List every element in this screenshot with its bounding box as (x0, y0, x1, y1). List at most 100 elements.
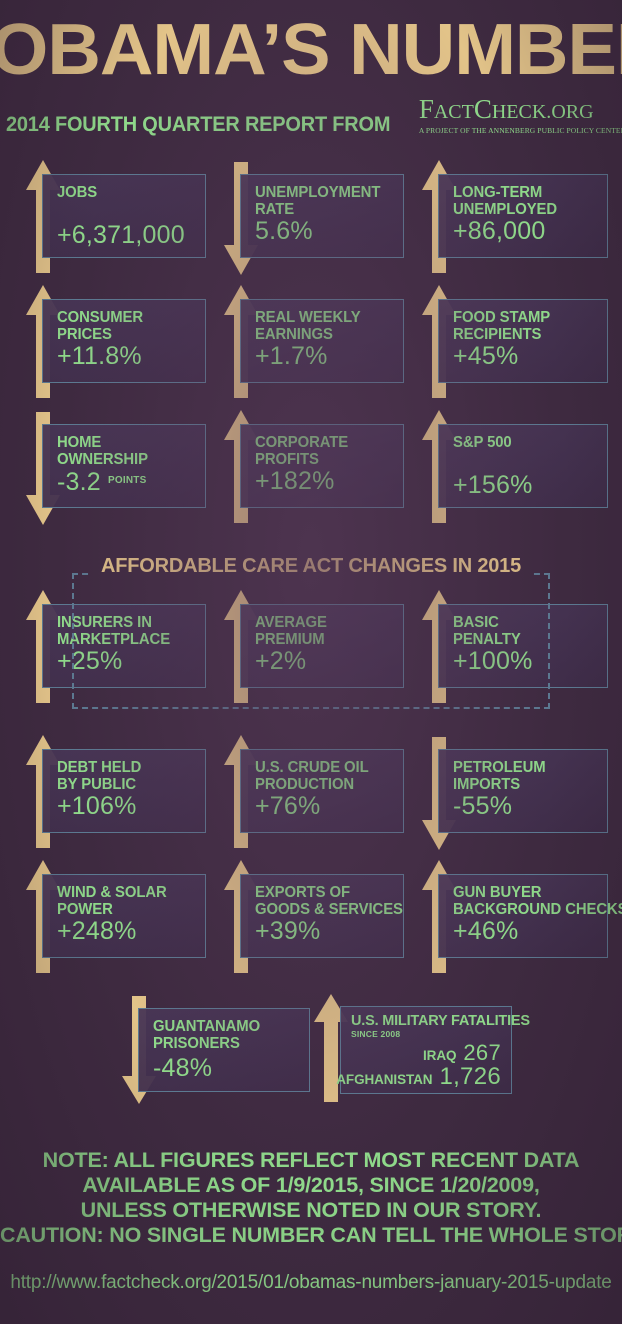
metric-card: WIND & SOLAR POWER +248% (42, 874, 206, 958)
metric-cell[interactable]: LONG-TERM UNEMPLOYED +86,000 (410, 160, 608, 273)
metric-card: CORPORATE PROFITS +182% (240, 424, 404, 508)
metric-card: S&P 500 +156% (438, 424, 608, 508)
metric-label-line2: PRICES (57, 326, 112, 343)
military-row-key: IRAQ (423, 1048, 457, 1063)
metric-label-line1: S&P 500 (453, 434, 512, 451)
metric-label-line2: BACKGROUND CHECKS (453, 901, 622, 918)
metric-value-number: +182% (255, 467, 335, 495)
metrics-row: CONSUMER PRICES +11.8% REAL WEEKLY EARNINGS +… (0, 285, 622, 398)
metric-cell[interactable]: JOBS +6,371,000 (14, 160, 206, 273)
metric-value: +1.7% (255, 343, 403, 369)
metric-value: 5.6% (255, 218, 403, 244)
metric-value-number: -55% (453, 792, 513, 820)
metric-cell[interactable]: REAL WEEKLY EARNINGS +1.7% (212, 285, 404, 398)
footer-note: NOTE: ALL FIGURES REFLECT MOST RECENT DA… (0, 1148, 622, 1248)
metric-card: EXPORTS OF GOODS & SERVICES +39% (240, 874, 404, 958)
metric-value: +76% (255, 793, 403, 819)
metric-value-number: +86,000 (453, 217, 546, 245)
metric-cell[interactable]: GUN BUYER BACKGROUND CHECKS +46% (410, 860, 622, 973)
metric-value: +46% (453, 918, 607, 944)
metric-label-line1: FOOD STAMP (453, 309, 551, 326)
metric-cell[interactable]: PETROLEUM IMPORTS -55% (410, 737, 608, 850)
metric-cell[interactable]: EXPORTS OF GOODS & SERVICES +39% (212, 860, 404, 973)
metric-label-line1: CONSUMER (57, 309, 144, 326)
metric-value-number: 5.6% (255, 217, 313, 245)
military-fatalities-since: SINCE 2008 (351, 1029, 401, 1039)
metric-value-number: +248% (57, 917, 137, 945)
metric-label-line2: GOODS & SERVICES (255, 901, 403, 918)
subtitle-text: 2014 FOURTH QUARTER REPORT FROM (6, 113, 391, 136)
metric-cell-military-fatalities[interactable]: U.S. MILITARY FATALITIES SINCE 2008 IRAQ… (300, 994, 530, 1102)
metric-label-line1: GUANTANAMO (153, 1018, 261, 1035)
metric-value: -55% (453, 793, 607, 819)
metric-cell[interactable]: DEBT HELD BY PUBLIC +106% (14, 735, 206, 848)
footer-note-line-3: UNLESS OTHERWISE NOTED IN OUR STORY. (80, 1198, 542, 1222)
aca-dashed-frame (72, 573, 550, 709)
footer-note-line-1: NOTE: ALL FIGURES REFLECT MOST RECENT DA… (42, 1148, 580, 1172)
metric-label-line1: LONG-TERM (453, 184, 543, 201)
metric-card: DEBT HELD BY PUBLIC +106% (42, 749, 206, 833)
metric-cell[interactable]: FOOD STAMP RECIPIENTS +45% (410, 285, 608, 398)
metric-card-guantanamo: GUANTANAMO PRISONERS -48% (138, 1008, 310, 1092)
metric-value-number: +106% (57, 792, 137, 820)
metric-label-line2: RECIPIENTS (453, 326, 542, 343)
metric-label-line2: EARNINGS (255, 326, 333, 343)
metric-label-line1: PETROLEUM (453, 759, 546, 776)
metric-label-line1: HOME (57, 434, 102, 451)
metric-label-line1: EXPORTS OF (255, 884, 350, 901)
factcheck-logo-wordmark: FACTCHECK.ORG (419, 96, 622, 125)
metric-cell-guantanamo[interactable]: GUANTANAMO PRISONERS -48% (110, 996, 310, 1104)
metric-value: +11.8% (57, 343, 205, 369)
metric-value-number: +76% (255, 792, 321, 820)
metric-card: U.S. CRUDE OIL PRODUCTION +76% (240, 749, 404, 833)
factcheck-logo[interactable]: FACTCHECK.ORG A PROJECT OF THE ANNENBERG… (419, 96, 622, 136)
header: OBAMA’S NUMBERS 2014 FOURTH QUARTER REPO… (0, 0, 622, 135)
bottom-row: GUANTANAMO PRISONERS -48% U.S. MILITARY … (0, 994, 622, 1104)
metrics-row: HOME OWNERSHIP -3.2 POINTS CORPORATE PROFITS… (0, 410, 622, 525)
military-row-key: AFGHANISTAN (336, 1072, 433, 1087)
metric-value-number: +46% (453, 917, 519, 945)
logo-act: ACT (433, 101, 474, 123)
metric-label-line1: REAL WEEKLY (255, 309, 361, 326)
metric-cell[interactable]: S&P 500 +156% (410, 410, 608, 523)
metric-card: GUN BUYER BACKGROUND CHECKS +46% (438, 874, 622, 958)
metric-card: FOOD STAMP RECIPIENTS +45% (438, 299, 608, 383)
military-fatalities-title: U.S. MILITARY FATALITIES (351, 1013, 530, 1029)
source-url[interactable]: http://www.factcheck.org/2015/01/obamas-… (10, 1272, 612, 1293)
metric-cell[interactable]: CONSUMER PRICES +11.8% (14, 285, 206, 398)
metric-value-number: +1.7% (255, 342, 328, 370)
metric-value: +39% (255, 918, 403, 944)
military-row-value: 267 (463, 1040, 501, 1065)
metric-label-line2: PRISONERS (153, 1035, 240, 1052)
metric-card: UNEMPLOYMENT RATE 5.6% (240, 174, 404, 258)
metric-label-line2: PROFITS (255, 451, 319, 468)
aca-section-title-text: AFFORDABLE CARE ACT CHANGES IN 2015 (90, 555, 532, 577)
logo-org: ORG (551, 101, 594, 123)
metric-card: HOME OWNERSHIP -3.2 POINTS (42, 424, 206, 508)
metrics-row: JOBS +6,371,000 UNEMPLOYMENT RATE 5.6% LONG-T… (0, 160, 622, 275)
metric-label-line2: IMPORTS (453, 776, 521, 793)
metric-label-line2: OWNERSHIP (57, 451, 148, 468)
metric-card: PETROLEUM IMPORTS -55% (438, 749, 608, 833)
metric-cell[interactable]: HOME OWNERSHIP -3.2 POINTS (14, 412, 206, 525)
metric-cell[interactable]: WIND & SOLAR POWER +248% (14, 860, 206, 973)
page-title: OBAMA’S NUMBERS (0, 10, 622, 90)
metric-cell[interactable]: UNEMPLOYMENT RATE 5.6% (212, 162, 404, 275)
metric-label-line1: JOBS (57, 184, 98, 201)
metric-label-line1: U.S. CRUDE OIL (255, 759, 369, 776)
metric-label-line2: POWER (57, 901, 113, 918)
metric-value: -48% (153, 1054, 213, 1082)
metric-value: +6,371,000 (57, 222, 205, 248)
metric-label-line2: UNEMPLOYED (453, 201, 558, 218)
metric-value: -3.2 POINTS (57, 468, 205, 495)
metric-value: +248% (57, 918, 205, 944)
metric-card: CONSUMER PRICES +11.8% (42, 299, 206, 383)
metric-value-number: -3.2 (57, 468, 101, 496)
metric-label-line2: PRODUCTION (255, 776, 355, 793)
metric-cell[interactable]: U.S. CRUDE OIL PRODUCTION +76% (212, 735, 404, 848)
metric-cell[interactable]: CORPORATE PROFITS +182% (212, 410, 404, 523)
metric-label-line2: BY PUBLIC (57, 776, 137, 793)
metric-value: +45% (453, 343, 607, 369)
metric-label-line1: UNEMPLOYMENT (255, 184, 381, 201)
